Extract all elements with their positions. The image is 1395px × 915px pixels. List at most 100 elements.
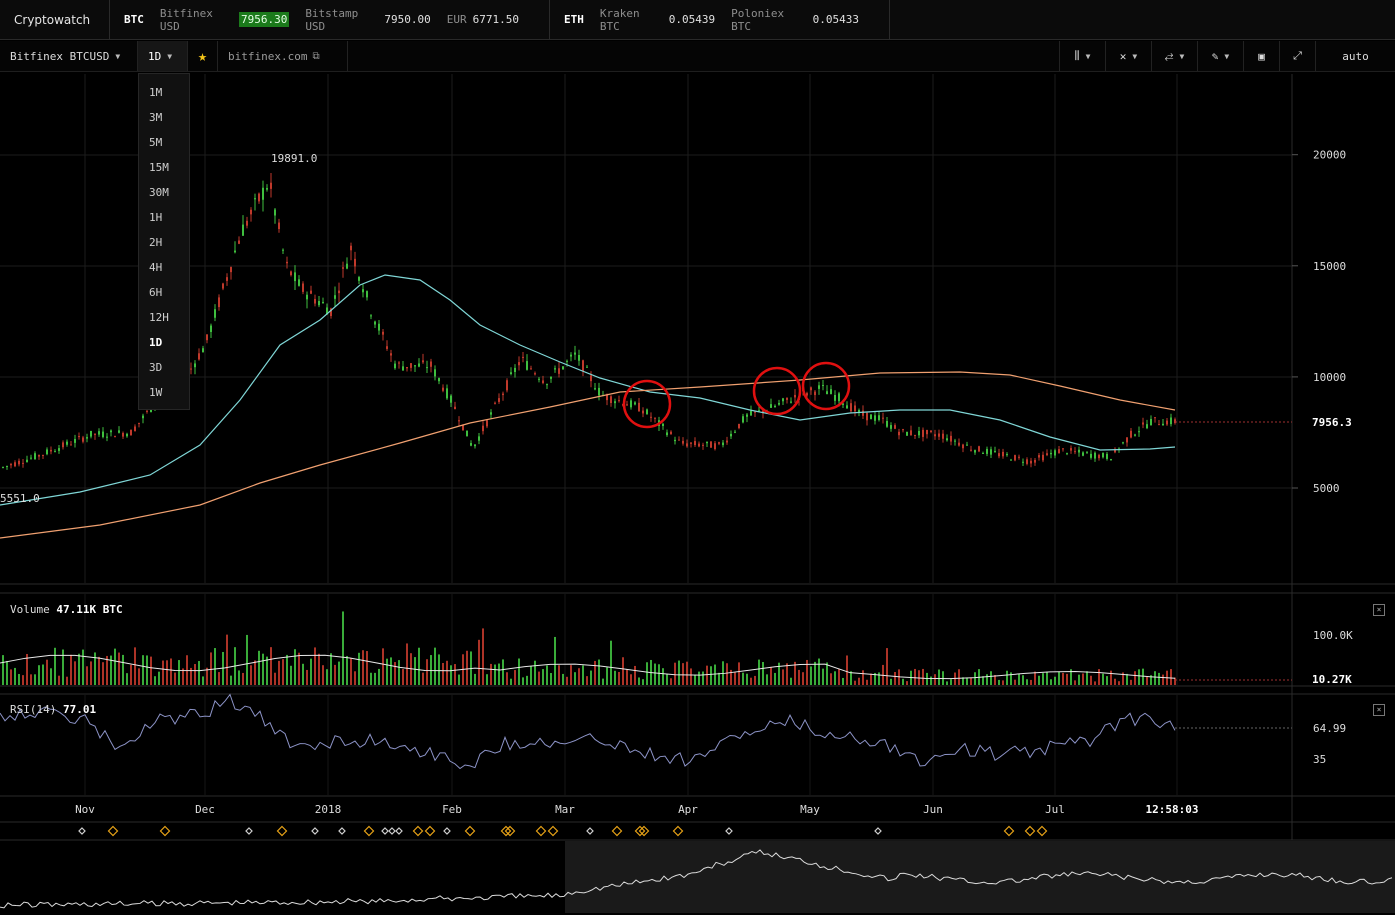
volume-bar bbox=[530, 666, 532, 685]
rsi-tick-label: 35 bbox=[1313, 753, 1326, 766]
volume-bar bbox=[446, 660, 448, 685]
interval-option-1d[interactable]: 1D bbox=[149, 336, 163, 349]
candle-body bbox=[714, 443, 716, 450]
candle-body bbox=[266, 188, 268, 190]
highlight-circle bbox=[622, 379, 672, 429]
volume-bar bbox=[630, 674, 632, 685]
exchange-link-label: bitfinex.com bbox=[228, 49, 308, 63]
interval-option-3d[interactable]: 3D bbox=[149, 361, 163, 374]
indicators-button[interactable]: ⥄ ▼ bbox=[1151, 41, 1197, 71]
volume-bar bbox=[202, 676, 204, 685]
candle-body bbox=[214, 309, 216, 318]
volume-bar bbox=[1158, 672, 1160, 685]
volume-bar bbox=[1018, 673, 1020, 685]
candle-body bbox=[1038, 455, 1040, 458]
volume-bar bbox=[982, 676, 984, 685]
app-brand[interactable]: Cryptowatch bbox=[0, 0, 110, 39]
candle-body bbox=[1030, 460, 1032, 464]
close-rsi-icon[interactable]: × bbox=[1373, 704, 1385, 716]
scale-mode-button[interactable]: auto bbox=[1315, 41, 1395, 71]
interval-option-2h[interactable]: 2H bbox=[149, 236, 163, 249]
interval-selector[interactable]: 1D ▼ bbox=[138, 41, 188, 71]
volume-bar bbox=[654, 663, 656, 685]
app-title: Cryptowatch bbox=[14, 12, 91, 27]
draw-tool-button[interactable]: ✎ ▼ bbox=[1197, 41, 1243, 71]
candle-body bbox=[998, 453, 1000, 457]
low-price-label: 5551.0 bbox=[0, 492, 40, 505]
volume-bar bbox=[110, 655, 112, 685]
volume-bar bbox=[158, 671, 160, 685]
volume-bar bbox=[1046, 671, 1048, 685]
price-tick-label: 15000 bbox=[1313, 260, 1346, 273]
candle-body bbox=[698, 443, 700, 447]
candle-body bbox=[970, 449, 972, 451]
candle-body bbox=[502, 393, 504, 396]
volume-bar bbox=[1054, 676, 1056, 685]
candle-body bbox=[6, 465, 8, 467]
volume-bar bbox=[422, 672, 424, 685]
interval-option-1w[interactable]: 1W bbox=[149, 386, 163, 399]
event-marker bbox=[504, 825, 516, 837]
candle-body bbox=[906, 431, 908, 436]
candle-body bbox=[630, 400, 632, 408]
volume-bar bbox=[1118, 681, 1120, 685]
fullscreen-button[interactable]: ⤢ bbox=[1279, 41, 1315, 71]
screenshot-button[interactable]: ▣ bbox=[1243, 41, 1279, 71]
candle-body bbox=[466, 430, 468, 437]
fullscreen-icon: ⤢ bbox=[1293, 49, 1302, 62]
volume-panel-label: Volume 47.11K BTC bbox=[10, 603, 123, 616]
candle-body bbox=[506, 380, 508, 391]
crosshair-button[interactable]: ✕ ▼ bbox=[1105, 41, 1151, 71]
volume-bar bbox=[662, 668, 664, 685]
volume-bar bbox=[970, 677, 972, 685]
volume-bar bbox=[994, 675, 996, 685]
candle-body bbox=[810, 387, 812, 391]
candle-body bbox=[1114, 448, 1116, 453]
interval-option-15m[interactable]: 15M bbox=[149, 161, 169, 174]
exchange-link[interactable]: bitfinex.com ⧉ bbox=[218, 41, 348, 71]
candle-body bbox=[754, 411, 756, 413]
volume-bar bbox=[542, 669, 544, 685]
candle-body bbox=[486, 420, 488, 427]
favorite-button[interactable]: ★ bbox=[188, 41, 218, 71]
candle-body bbox=[94, 433, 96, 435]
close-volume-icon[interactable]: × bbox=[1373, 604, 1385, 616]
event-marker bbox=[424, 825, 436, 837]
interval-option-1m[interactable]: 1M bbox=[149, 86, 163, 99]
candle-body bbox=[1026, 459, 1028, 464]
candle-type-button[interactable]: ⫼ ▼ bbox=[1059, 41, 1105, 71]
volume-bar bbox=[802, 672, 804, 685]
volume-bar bbox=[378, 668, 380, 685]
candle-body bbox=[242, 224, 244, 236]
interval-option-1h[interactable]: 1H bbox=[149, 211, 163, 224]
volume-bar bbox=[1130, 679, 1132, 685]
volume-bar bbox=[482, 628, 484, 685]
eth-ticker-group[interactable]: ETH Kraken BTC 0.05439 Poloniex BTC 0.05… bbox=[550, 0, 890, 39]
last-price-label: 7956.3 bbox=[1312, 416, 1352, 429]
interval-option-5m[interactable]: 5M bbox=[149, 136, 163, 149]
chart-grid bbox=[0, 74, 1395, 841]
interval-option-6h[interactable]: 6H bbox=[149, 286, 163, 299]
candle-body bbox=[734, 431, 736, 433]
candle-body bbox=[646, 409, 648, 414]
interval-option-12h[interactable]: 12H bbox=[149, 311, 169, 324]
event-marker bbox=[634, 825, 646, 837]
candle-body bbox=[834, 394, 836, 401]
interval-option-3m[interactable]: 3M bbox=[149, 111, 163, 124]
volume-bar bbox=[318, 653, 320, 685]
volume-bar bbox=[478, 639, 480, 685]
volume-bar bbox=[1026, 679, 1028, 685]
interval-option-4h[interactable]: 4H bbox=[149, 261, 163, 274]
candle-body bbox=[1098, 454, 1100, 459]
btc-ticker-group[interactable]: BTC Bitfinex USD 7956.30 Bitstamp USD 79… bbox=[110, 0, 550, 39]
volume-label: Volume bbox=[10, 603, 50, 616]
candle-body bbox=[902, 429, 904, 431]
interval-option-30m[interactable]: 30M bbox=[149, 186, 169, 199]
candle-body bbox=[470, 443, 472, 446]
volume-bar bbox=[486, 674, 488, 685]
volume-bar bbox=[274, 672, 276, 685]
volume-bar bbox=[1150, 675, 1152, 685]
candle-body bbox=[1106, 453, 1108, 459]
market-selector[interactable]: Bitfinex BTCUSD ▼ bbox=[0, 41, 138, 71]
